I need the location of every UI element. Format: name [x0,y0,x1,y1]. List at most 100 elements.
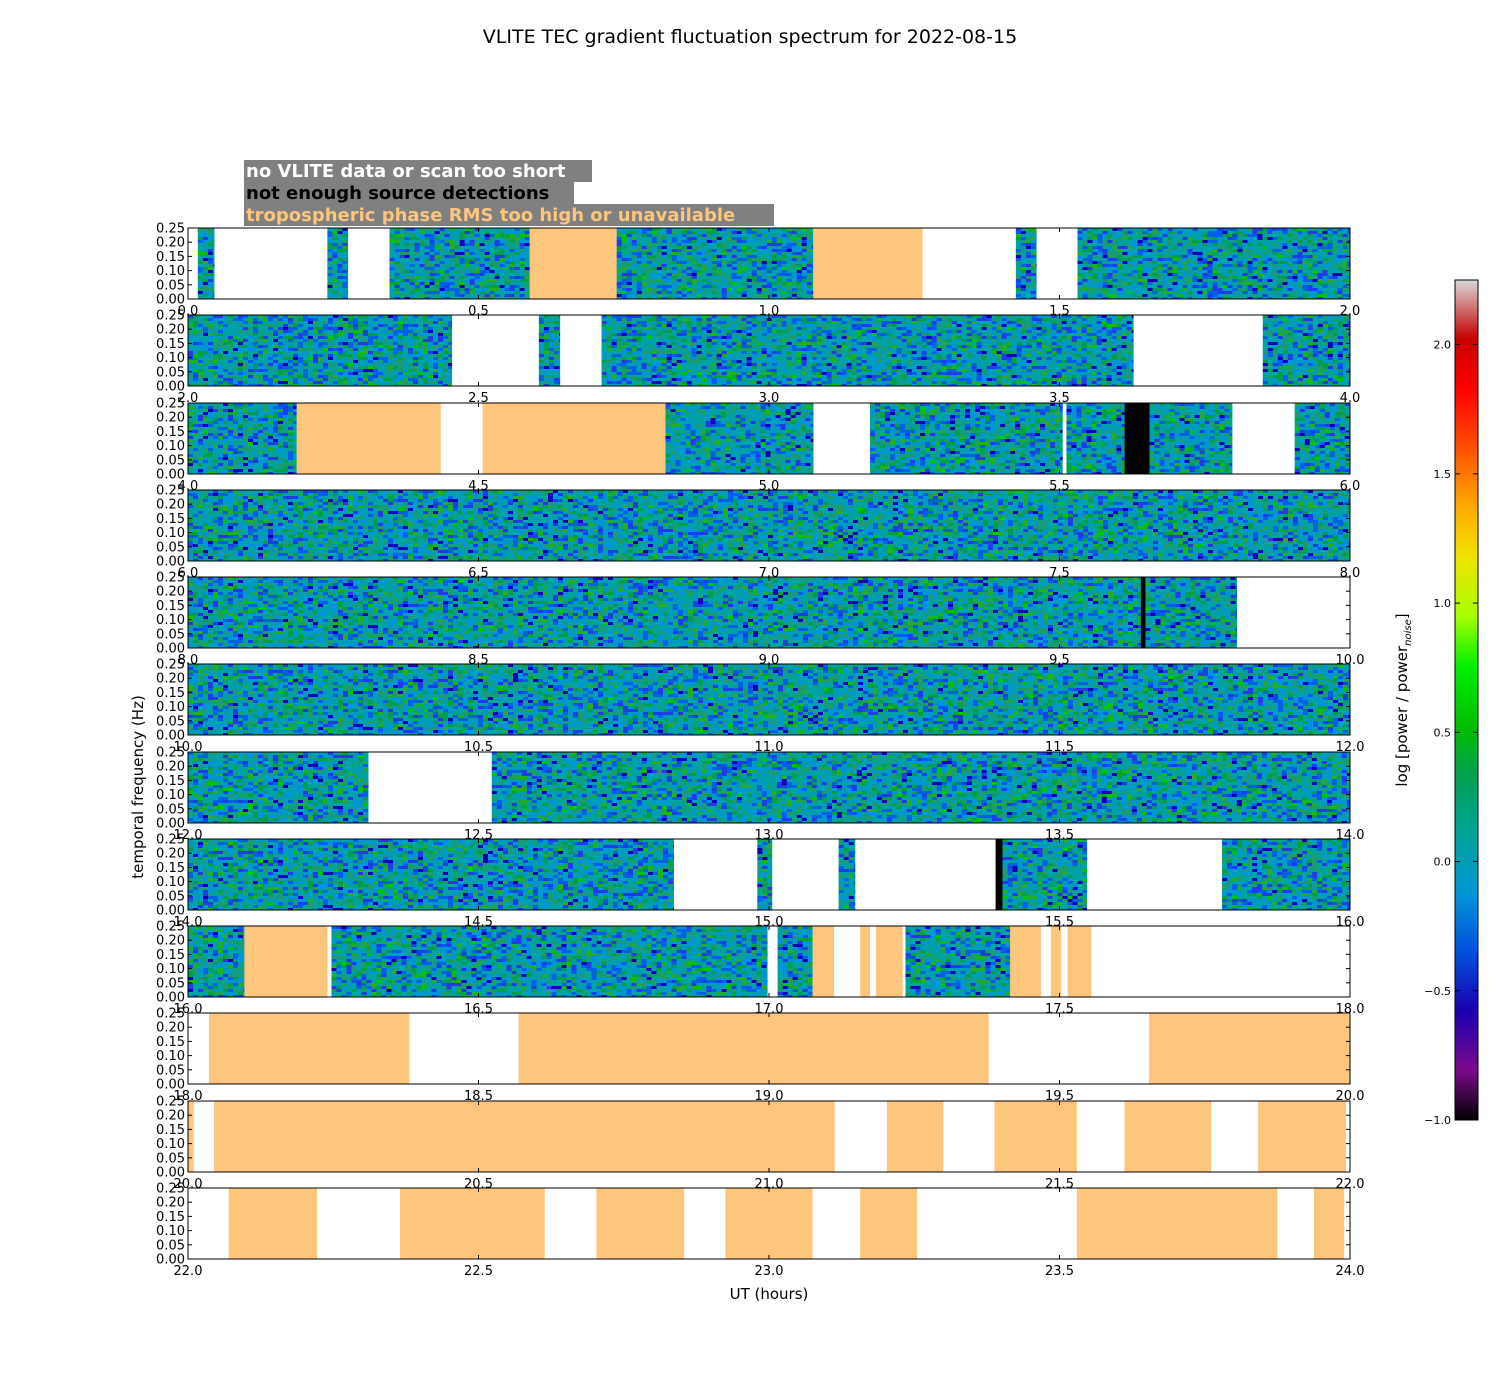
y-tick-label: 0.20 [156,498,185,513]
y-tick-label: 0.25 [156,571,185,586]
troposphere-flag-segment [214,1101,835,1172]
detections-flag-segment [1141,577,1146,648]
y-tick-label: 0.05 [156,540,185,555]
colorbar: −1.0−0.50.00.51.01.52.0 [1424,280,1478,1127]
y-tick-label: 0.20 [156,411,185,426]
troposphere-flag-segment [813,228,922,299]
troposphere-flag-segment [860,926,870,997]
y-tick-label: 0.05 [156,976,185,991]
heatmap-segment [492,752,1350,823]
y-tick-label: 0.10 [156,613,185,628]
y-tick-label: 0.25 [156,222,185,237]
y-tick-label: 0.15 [156,861,185,876]
y-tick-label: 0.25 [156,1095,185,1110]
y-tick-label: 0.20 [156,847,185,862]
troposphere-flag-segment [229,1188,317,1259]
heatmap-segment [188,403,297,474]
y-tick-label: 0.25 [156,1007,185,1022]
troposphere-flag-segment [1258,1101,1346,1172]
x-tick-label: 23.0 [755,1264,784,1279]
troposphere-flag-segment [530,228,617,299]
y-tick-label: 0.15 [156,337,185,352]
heatmap-segment [188,664,1350,735]
y-tick-label: 0.10 [156,788,185,803]
y-tick-label: 0.15 [156,948,185,963]
heatmap-segment [666,403,814,474]
y-tick-label: 0.10 [156,439,185,454]
y-tick-label: 0.10 [156,1049,185,1064]
x-axis-label: UT (hours) [730,1285,809,1303]
troposphere-flag-segment [519,1013,989,1084]
y-tick-label: 0.10 [156,700,185,715]
heatmap-segment [1003,839,1088,910]
colorbar-label: log [power / powernoise] [1393,613,1414,786]
troposphere-flag-segment [1051,926,1061,997]
y-tick-label: 0.05 [156,1151,185,1166]
y-tick-label: 0.15 [156,1210,185,1225]
y-tick-label: 0.10 [156,526,185,541]
x-tick-label: 22.5 [464,1264,493,1279]
y-tick-label: 0.05 [156,365,185,380]
chart-title: VLITE TEC gradient fluctuation spectrum … [483,26,1017,48]
y-tick-label: 0.10 [156,962,185,977]
y-tick-label: 0.25 [156,309,185,324]
y-tick-label: 0.25 [156,658,185,673]
tec-spectrum-chart: VLITE TEC gradient fluctuation spectrum … [0,0,1500,1400]
x-tick-label: 24.0 [1336,1264,1365,1279]
x-tick-label: 22.0 [174,1264,203,1279]
colorbar-tick-label: 2.0 [1434,339,1452,352]
troposphere-flag-segment [209,1013,409,1084]
panel-3: 0.000.050.100.150.200.256.0 6.5 7.0 7.5 8.0 [156,484,1360,582]
y-tick-label: 0.20 [156,585,185,600]
heatmap-segment [188,490,1350,561]
heatmap-segment [906,926,1011,997]
heatmap-segment [1222,839,1350,910]
colorbar-tick-label: 1.0 [1434,597,1452,610]
heatmap-segment [539,315,560,386]
troposphere-flag-segment [1149,1013,1350,1084]
heatmap-segment [757,839,772,910]
troposphere-flag-segment [860,1188,917,1259]
troposphere-flag-segment [1125,1101,1212,1172]
heatmap-segment [1066,403,1124,474]
heatmap-segment [1078,228,1351,299]
y-tick-label: 0.20 [156,323,185,338]
heatmap-segment [1263,315,1350,386]
troposphere-flag-segment [188,1101,194,1172]
troposphere-flag-segment [887,1101,943,1172]
y-tick-label: 0.10 [156,351,185,366]
y-tick-label: 0.05 [156,453,185,468]
detections-flag-segment [1125,403,1150,474]
colorbar-tick-label: −1.0 [1424,1114,1451,1127]
y-tick-label: 0.25 [156,746,185,761]
y-tick-label: 0.20 [156,1109,185,1124]
y-tick-label: 0.25 [156,484,185,499]
heatmap-segment [839,839,856,910]
legend-entry-1: not enough source detections [246,183,549,204]
troposphere-flag-segment [1010,926,1041,997]
panel-4: 0.000.050.100.150.200.258.0 8.5 9.0 9.5 10.0 [156,571,1364,669]
heatmap-segment [1150,403,1233,474]
y-tick-label: 0.15 [156,512,185,527]
heatmap-segment [332,926,768,997]
y-tick-label: 0.20 [156,1196,185,1211]
colorbar-tick-label: 0.0 [1434,856,1452,869]
heatmap-segment [1145,577,1237,648]
y-tick-label: 0.10 [156,1137,185,1152]
y-tick-label: 0.15 [156,1123,185,1138]
troposphere-flag-segment [244,926,327,997]
x-tick-label: 23.5 [1045,1264,1074,1279]
y-tick-label: 0.20 [156,934,185,949]
heatmap-segment [188,926,245,997]
y-tick-label: 0.20 [156,1021,185,1036]
y-tick-label: 0.15 [156,686,185,701]
colorbar-gradient [1455,280,1478,1120]
y-tick-label: 0.15 [156,774,185,789]
troposphere-flag-segment [1068,926,1092,997]
panel-0: 0.000.050.100.150.200.250.0 0.5 1.0 1.5 2.0 [156,222,1360,320]
